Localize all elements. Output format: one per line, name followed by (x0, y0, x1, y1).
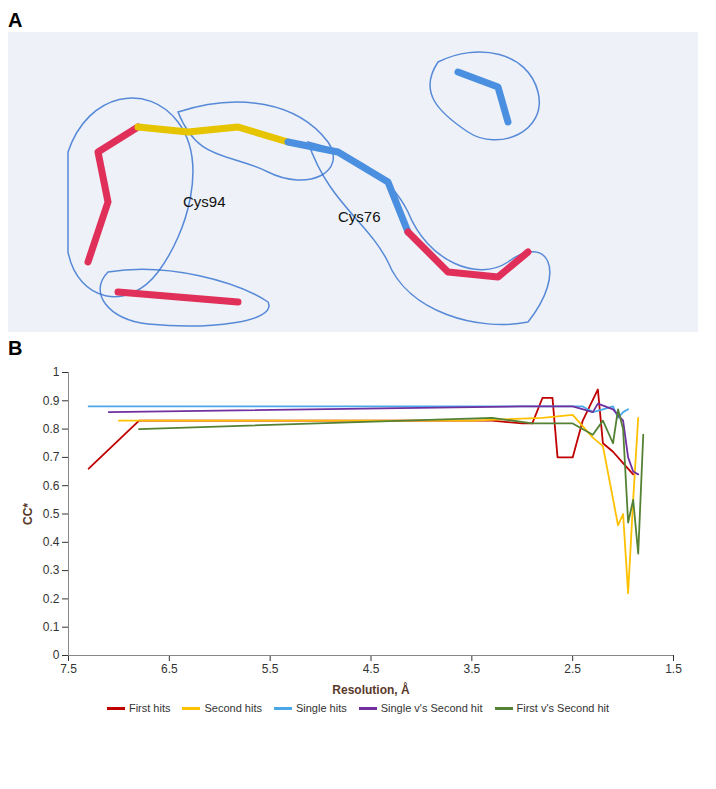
svg-text:7.5: 7.5 (60, 662, 77, 676)
svg-text:0: 0 (53, 648, 60, 662)
svg-text:0.5: 0.5 (43, 507, 60, 521)
svg-text:Cys76: Cys76 (338, 208, 381, 225)
svg-text:Resolution, Å: Resolution, Å (332, 682, 410, 697)
svg-text:0.7: 0.7 (43, 450, 60, 464)
svg-text:0.6: 0.6 (43, 479, 60, 493)
html-text:Second hits: Second hits (204, 702, 262, 714)
svg-text:0.8: 0.8 (43, 422, 60, 436)
svg-text:CC*: CC* (21, 503, 35, 525)
svg-text:6.5: 6.5 (161, 662, 178, 676)
html-text:B: B (8, 337, 23, 359)
svg-text:1.5: 1.5 (665, 662, 682, 676)
svg-text:2.5: 2.5 (564, 662, 581, 676)
svg-text:0.2: 0.2 (43, 592, 60, 606)
html-text:Single v's Second hit: Single v's Second hit (380, 702, 483, 714)
svg-text:0.4: 0.4 (43, 535, 60, 549)
html-text:First hits: First hits (128, 702, 171, 714)
svg-text:5.5: 5.5 (262, 662, 279, 676)
html-text:First v's Second hit: First v's Second hit (516, 702, 610, 714)
svg-text:3.5: 3.5 (463, 662, 480, 676)
svg-text:0.3: 0.3 (43, 563, 60, 577)
svg-text:4.5: 4.5 (363, 662, 380, 676)
svg-text:0.1: 0.1 (43, 620, 60, 634)
html-text:A: A (8, 9, 23, 31)
svg-text:Cys94: Cys94 (183, 193, 226, 210)
html-text:Single hits: Single hits (296, 702, 347, 714)
svg-text:1: 1 (53, 365, 60, 379)
svg-text:0.9: 0.9 (43, 394, 60, 408)
